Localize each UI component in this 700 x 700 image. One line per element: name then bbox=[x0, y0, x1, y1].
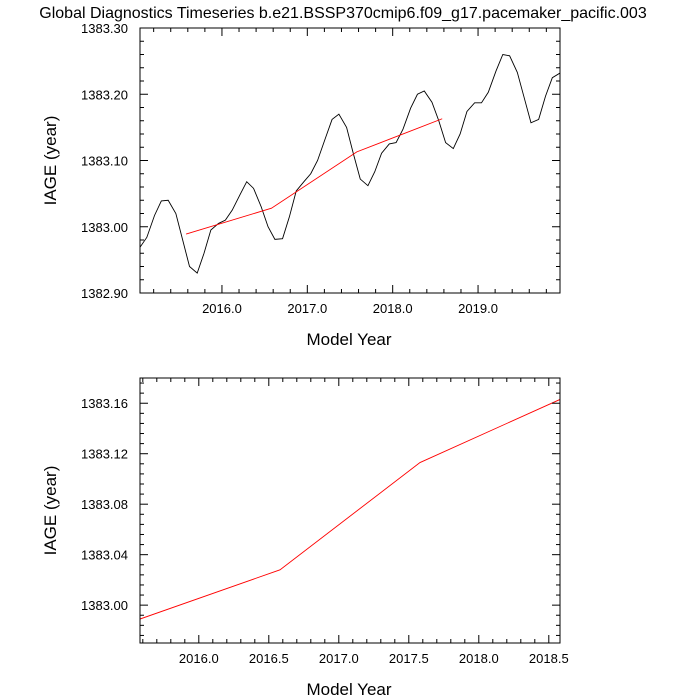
x-tick-label: 2018.0 bbox=[373, 301, 413, 316]
series-line-0 bbox=[140, 53, 560, 274]
x-tick-label: 2017.0 bbox=[287, 301, 327, 316]
x-tick-label: 2017.5 bbox=[389, 651, 429, 666]
x-tick-label: 2018.5 bbox=[529, 651, 569, 666]
y-tick-label: 1383.00 bbox=[81, 598, 128, 613]
bottom-panel: 2016.0 2016.5 2017.0 2017.5 2018.0 2018.5 1383… bbox=[41, 377, 569, 699]
y-tick-label: 1383.00 bbox=[81, 220, 128, 235]
x-axis-title: Model Year bbox=[306, 330, 391, 349]
x-tick-label: 2016.0 bbox=[179, 651, 219, 666]
plot-frame bbox=[139, 377, 561, 644]
y-tick-label: 1383.30 bbox=[81, 21, 128, 36]
x-tick-label: 2016.0 bbox=[202, 301, 242, 316]
y-tick-label: 1383.10 bbox=[81, 154, 128, 169]
y-tick-label: 1383.04 bbox=[81, 548, 128, 563]
y-tick-label: 1383.12 bbox=[81, 447, 128, 462]
x-tick-label: 2017.0 bbox=[319, 651, 359, 666]
x-axis-title: Model Year bbox=[306, 680, 391, 699]
y-tick-label: 1383.08 bbox=[81, 497, 128, 512]
x-tick-label: 2018.0 bbox=[459, 651, 499, 666]
x-tick-label: 2019.0 bbox=[458, 301, 498, 316]
series-line-1 bbox=[185, 118, 443, 235]
x-tick-label: 2016.5 bbox=[249, 651, 289, 666]
y-tick-label: 1383.16 bbox=[81, 396, 128, 411]
chart-title: Global Diagnostics Timeseries b.e21.BSSP… bbox=[39, 5, 647, 22]
y-tick-label: 1382.90 bbox=[81, 286, 128, 301]
top-panel: 2016.0 2017.0 2018.0 2019.0 1382.90 1383.00 13… bbox=[41, 21, 561, 349]
y-axis-title: IAGE (year) bbox=[41, 466, 60, 556]
y-tick-label: 1383.20 bbox=[81, 87, 128, 102]
series-line-0 bbox=[140, 399, 560, 620]
y-axis-title: IAGE (year) bbox=[41, 116, 60, 206]
